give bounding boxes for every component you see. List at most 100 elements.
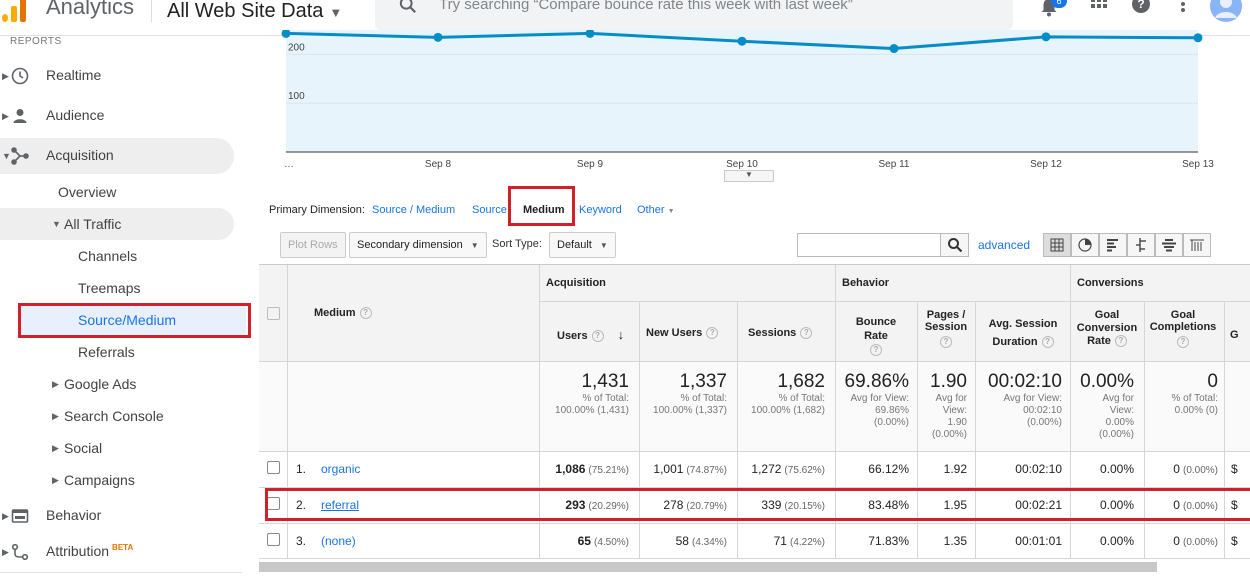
horizontal-scrollbar[interactable] bbox=[259, 562, 1157, 572]
row-medium-link[interactable]: organic bbox=[321, 462, 361, 476]
data-point[interactable] bbox=[889, 44, 899, 54]
data-point[interactable] bbox=[737, 36, 747, 46]
column-header-goal-conversion-rate[interactable]: Goal Conversion Rate? bbox=[1076, 309, 1138, 348]
column-header-goal-completions[interactable]: Goal Completions? bbox=[1149, 309, 1217, 348]
row-users: 1,086 (75.21%) bbox=[555, 462, 629, 476]
secondary-dimension-dropdown[interactable]: Secondary dimension ▼ bbox=[349, 232, 487, 258]
medium-highlight-box bbox=[508, 186, 575, 226]
row-bounce: 66.12% bbox=[868, 462, 909, 476]
total-bounce-rate-sub: Avg for View: 69.86% (0.00%) bbox=[850, 393, 909, 428]
row-bounce: 83.48% bbox=[868, 498, 909, 512]
sidebar-item-search-console[interactable]: ▶ Search Console bbox=[52, 408, 164, 438]
apps-grid-icon[interactable] bbox=[1088, 0, 1110, 18]
table-search-button[interactable] bbox=[940, 234, 968, 256]
primary-dimension-label: Primary Dimension: bbox=[269, 204, 365, 216]
analytics-logo[interactable] bbox=[0, 0, 30, 22]
sidebar-item-realtime[interactable]: ▶ Realtime bbox=[0, 58, 234, 94]
column-header-goal-value[interactable]: G bbox=[1230, 329, 1239, 341]
help-icon[interactable]: ? bbox=[1114, 335, 1127, 348]
select-all-checkbox[interactable] bbox=[267, 307, 280, 320]
sidebar-item-attribution[interactable]: ▶ Attribution BETA bbox=[0, 534, 234, 570]
column-header-sessions[interactable]: Sessions? bbox=[748, 327, 813, 340]
table-search-input[interactable] bbox=[797, 233, 969, 257]
group-header-acquisition: Acquisition bbox=[546, 277, 606, 289]
term-cloud-view-button[interactable] bbox=[1155, 233, 1183, 257]
chart-collapse-handle[interactable]: ▼ bbox=[724, 170, 774, 182]
more-vert-icon[interactable] bbox=[1172, 0, 1194, 18]
pivot-view-button[interactable] bbox=[1183, 233, 1211, 257]
row-checkbox[interactable] bbox=[267, 533, 280, 546]
sidebar-item-referrals[interactable]: Referrals bbox=[78, 344, 135, 360]
primary-dimension-medium[interactable]: Medium bbox=[523, 204, 565, 216]
row-medium-link[interactable]: referral bbox=[321, 498, 360, 512]
sidebar-item-label: Google Ads bbox=[64, 376, 137, 392]
row-goal-rate: 0.00% bbox=[1099, 498, 1134, 512]
primary-dimension-other[interactable]: Other ▼ bbox=[637, 204, 675, 216]
comparison-view-button[interactable] bbox=[1127, 233, 1155, 257]
row-medium-link[interactable]: (none) bbox=[321, 534, 356, 548]
caret-down-icon: ▼ bbox=[2, 151, 11, 161]
sidebar-item-all-traffic[interactable]: ▼ All Traffic bbox=[52, 216, 121, 246]
account-avatar[interactable] bbox=[1210, 0, 1242, 22]
data-table-view-button[interactable] bbox=[1043, 233, 1071, 257]
column-header-bounce-rate[interactable]: Bounce Rate? bbox=[855, 316, 897, 357]
divider bbox=[151, 0, 152, 22]
sidebar-item-treemaps[interactable]: Treemaps bbox=[78, 280, 141, 296]
primary-dimension-keyword[interactable]: Keyword bbox=[579, 204, 622, 216]
sidebar-item-audience[interactable]: ▶ Audience bbox=[0, 98, 234, 134]
sidebar-item-social[interactable]: ▶ Social bbox=[52, 440, 102, 470]
property-selector[interactable]: All Web Site Data ▼ bbox=[167, 0, 342, 23]
column-header-pages-session[interactable]: Pages / Session? bbox=[924, 309, 968, 348]
total-goal-completions-sub: % of Total: 0.00% (0) bbox=[1171, 393, 1218, 416]
total-avg-session-duration: 00:02:10 bbox=[988, 371, 1062, 392]
row-new-users: 1,001 (74.87%) bbox=[653, 462, 727, 476]
row-index: 2. bbox=[296, 498, 307, 512]
data-point[interactable] bbox=[1041, 32, 1051, 42]
search-bar[interactable]: Try searching “Compare bounce rate this … bbox=[375, 0, 1013, 30]
x-tick-label: Sep 12 bbox=[1030, 159, 1062, 170]
performance-view-button[interactable] bbox=[1099, 233, 1127, 257]
row-new-users: 278 (20.79%) bbox=[663, 498, 727, 512]
column-header-new-users[interactable]: New Users? bbox=[646, 327, 719, 340]
row-goal-comp: 0 (0.00%) bbox=[1173, 534, 1218, 548]
help-icon[interactable]: ? bbox=[870, 344, 882, 357]
help-icon[interactable]: ? bbox=[1177, 336, 1189, 348]
app-name: Analytics bbox=[46, 0, 135, 19]
sidebar-item-behavior[interactable]: ▶ Behavior bbox=[0, 498, 234, 534]
column-header-users[interactable]: Users? ↓ bbox=[557, 327, 625, 343]
help-icon[interactable]: ? bbox=[940, 336, 952, 348]
sidebar-item-label: Search Console bbox=[64, 408, 164, 424]
advanced-filter-link[interactable]: advanced bbox=[978, 238, 1031, 252]
data-point[interactable] bbox=[281, 30, 291, 38]
data-point[interactable] bbox=[585, 30, 595, 38]
plot-rows-button[interactable]: Plot Rows bbox=[280, 232, 346, 258]
help-icon[interactable]: ? bbox=[1130, 0, 1152, 18]
data-point[interactable] bbox=[1193, 33, 1203, 43]
help-icon[interactable]: ? bbox=[1041, 336, 1054, 349]
row-bounce: 71.83% bbox=[868, 534, 909, 548]
sidebar-item-channels[interactable]: Channels bbox=[78, 248, 138, 264]
sidebar-item-source-medium[interactable]: Source/Medium bbox=[78, 312, 177, 328]
caret-right-icon: ▶ bbox=[52, 411, 59, 421]
primary-dimension-source[interactable]: Source bbox=[472, 204, 507, 216]
sidebar-item-campaigns[interactable]: ▶ Campaigns bbox=[52, 472, 135, 502]
sidebar-item-overview[interactable]: Overview bbox=[58, 184, 117, 200]
column-header-avg-session-duration[interactable]: Avg. Session Duration? bbox=[988, 318, 1058, 349]
help-icon[interactable]: ? bbox=[359, 307, 372, 320]
sidebar-item-google-ads[interactable]: ▶ Google Ads bbox=[52, 376, 137, 406]
sort-type-dropdown[interactable]: Default ▼ bbox=[549, 232, 616, 258]
row-sessions: 71 (4.22%) bbox=[773, 534, 825, 548]
help-icon[interactable]: ? bbox=[591, 330, 604, 343]
row-goal-value: $ bbox=[1231, 534, 1238, 548]
row-index: 1. bbox=[296, 462, 307, 476]
row-sessions: 339 (20.15%) bbox=[761, 498, 825, 512]
help-icon[interactable]: ? bbox=[706, 327, 719, 340]
sidebar-item-acquisition[interactable]: ▼ Acquisition bbox=[0, 138, 234, 174]
primary-dimension-source-medium[interactable]: Source / Medium bbox=[372, 204, 456, 216]
data-point[interactable] bbox=[433, 32, 443, 42]
row-checkbox[interactable] bbox=[267, 461, 280, 474]
chevron-down-icon: ▼ bbox=[667, 208, 675, 215]
help-icon[interactable]: ? bbox=[800, 327, 813, 340]
dimension-header-medium[interactable]: Medium? bbox=[314, 307, 372, 320]
percentage-view-button[interactable] bbox=[1071, 233, 1099, 257]
